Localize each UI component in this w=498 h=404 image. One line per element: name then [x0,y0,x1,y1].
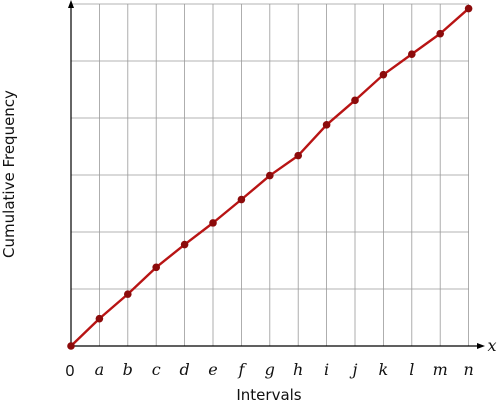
data-point [379,70,388,79]
x-tick-label: e [208,360,217,379]
x-tick-label: n [463,360,473,379]
x-tick-label: f [237,360,247,379]
data-point [322,121,331,129]
data-point [180,240,189,249]
x-tick-label: k [379,360,389,379]
x-tick-label: b [123,360,133,379]
data-point [95,314,104,323]
data-point [152,263,160,272]
data-point [294,151,303,160]
x-tick-label: g [265,360,275,379]
origin-label: 0 [66,363,75,380]
x-tick-label: j [350,360,358,379]
data-point [436,29,445,38]
x-tick-label: m [433,360,448,379]
x-axis-title: Intervals [236,386,301,404]
data-point [464,4,473,13]
series-cumulative [67,4,473,350]
data-point [209,219,217,227]
y-axis-title: Cumulative Frequency [0,90,18,258]
x-tick-label: d [179,360,189,379]
data-point [237,195,246,204]
data-point [266,171,274,180]
x-tick-label: h [293,360,303,379]
x-tick-label: a [95,360,105,379]
x-tick-label: i [324,360,329,379]
data-point [408,50,416,58]
x-tick-label: c [152,360,161,379]
axes [68,0,485,349]
x-tick-label: l [409,360,414,379]
data-point [351,96,359,105]
x-axis-arrow [477,343,485,349]
data-point [124,290,132,298]
x-axis-variable: x [487,336,496,355]
data-point [67,342,75,350]
y-axis-arrow [68,0,74,8]
